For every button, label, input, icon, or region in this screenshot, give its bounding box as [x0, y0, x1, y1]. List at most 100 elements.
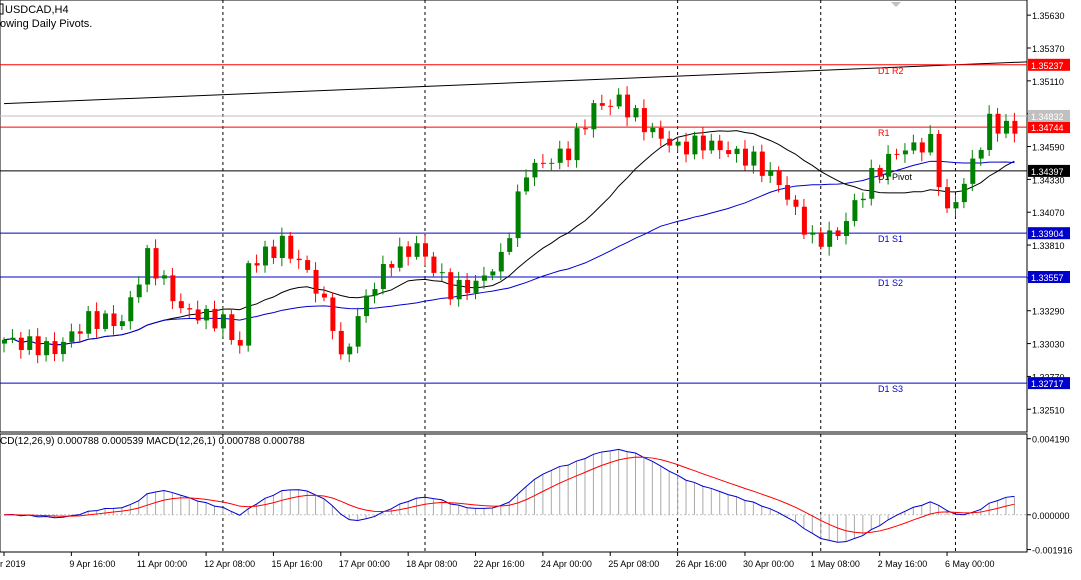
- candle[interactable]: [456, 271, 462, 307]
- candle[interactable]: [818, 227, 824, 250]
- candle[interactable]: [1003, 114, 1009, 139]
- candle[interactable]: [313, 262, 319, 303]
- candle[interactable]: [170, 268, 176, 310]
- candle[interactable]: [945, 179, 951, 213]
- candle[interactable]: [877, 164, 883, 184]
- candle[interactable]: [153, 239, 159, 286]
- candle[interactable]: [355, 307, 361, 354]
- candle[interactable]: [111, 305, 117, 335]
- candle[interactable]: [1012, 112, 1018, 143]
- candle[interactable]: [557, 140, 563, 170]
- candle[interactable]: [86, 305, 92, 338]
- candle[interactable]: [524, 169, 530, 195]
- candle[interactable]: [254, 254, 260, 273]
- candle[interactable]: [827, 221, 833, 256]
- candle[interactable]: [10, 329, 16, 344]
- candle[interactable]: [237, 331, 243, 354]
- candle[interactable]: [928, 125, 934, 156]
- candle[interactable]: [650, 122, 656, 138]
- candle[interactable]: [810, 225, 816, 244]
- candle[interactable]: [347, 343, 353, 363]
- resistance-trendline[interactable]: [3, 61, 1028, 105]
- candle[interactable]: [204, 305, 210, 330]
- candle[interactable]: [439, 263, 445, 282]
- candle[interactable]: [103, 310, 109, 332]
- candle[interactable]: [60, 337, 66, 362]
- candle[interactable]: [263, 240, 269, 273]
- candle[interactable]: [145, 244, 151, 293]
- candle[interactable]: [742, 140, 748, 171]
- candle[interactable]: [27, 329, 33, 355]
- candle[interactable]: [321, 286, 327, 302]
- candle[interactable]: [532, 158, 538, 187]
- candle[interactable]: [465, 273, 471, 301]
- candle[interactable]: [700, 127, 706, 160]
- candle[interactable]: [709, 133, 715, 154]
- candle[interactable]: [431, 252, 437, 278]
- candle[interactable]: [936, 130, 942, 196]
- candle[interactable]: [574, 122, 580, 168]
- candle[interactable]: [490, 268, 496, 281]
- candle[interactable]: [540, 154, 546, 169]
- candle[interactable]: [793, 195, 799, 216]
- candle[interactable]: [338, 322, 344, 360]
- candle[interactable]: [448, 268, 454, 306]
- candle[interactable]: [692, 131, 698, 160]
- candle[interactable]: [616, 88, 622, 109]
- candle[interactable]: [128, 290, 134, 330]
- candle[interactable]: [414, 235, 420, 260]
- candle[interactable]: [212, 300, 218, 332]
- candle[interactable]: [330, 292, 336, 340]
- candle[interactable]: [305, 255, 311, 273]
- candle[interactable]: [195, 300, 201, 325]
- candle[interactable]: [220, 307, 226, 338]
- candle[interactable]: [498, 243, 504, 281]
- candle[interactable]: [886, 145, 892, 185]
- candle[interactable]: [94, 302, 100, 338]
- candle[interactable]: [473, 274, 479, 300]
- candle[interactable]: [35, 328, 41, 364]
- candle[interactable]: [953, 195, 959, 217]
- candle[interactable]: [768, 162, 774, 183]
- candle[interactable]: [599, 94, 605, 110]
- candle[interactable]: [801, 198, 807, 240]
- candle[interactable]: [372, 282, 378, 304]
- candle[interactable]: [77, 324, 83, 343]
- candle[interactable]: [119, 314, 125, 331]
- candle[interactable]: [844, 212, 849, 245]
- candle[interactable]: [246, 260, 252, 352]
- candle[interactable]: [18, 331, 24, 359]
- candle[interactable]: [734, 146, 740, 163]
- candle[interactable]: [717, 134, 723, 159]
- candle[interactable]: [919, 137, 925, 162]
- candle[interactable]: [288, 231, 294, 264]
- candle[interactable]: [423, 235, 428, 266]
- candle[interactable]: [380, 255, 386, 295]
- candle[interactable]: [507, 232, 513, 256]
- candle[interactable]: [549, 158, 555, 171]
- candle[interactable]: [625, 86, 631, 127]
- candle[interactable]: [296, 249, 302, 269]
- candle[interactable]: [515, 184, 521, 247]
- candle[interactable]: [178, 293, 184, 314]
- candle[interactable]: [835, 227, 841, 240]
- candle[interactable]: [987, 105, 993, 157]
- candle[interactable]: [229, 308, 235, 345]
- candle[interactable]: [44, 337, 50, 362]
- candle[interactable]: [481, 266, 487, 289]
- candle[interactable]: [860, 192, 866, 208]
- candle[interactable]: [684, 132, 690, 163]
- candle[interactable]: [641, 99, 647, 141]
- candle[interactable]: [591, 99, 597, 138]
- candle[interactable]: [389, 260, 395, 277]
- candle[interactable]: [658, 120, 664, 147]
- candle[interactable]: [397, 237, 403, 272]
- candle[interactable]: [785, 176, 791, 206]
- candle[interactable]: [566, 141, 572, 168]
- candle[interactable]: [667, 130, 673, 153]
- candle[interactable]: [69, 323, 75, 348]
- candle[interactable]: [582, 119, 588, 135]
- candle[interactable]: [136, 276, 142, 303]
- candle[interactable]: [961, 178, 967, 209]
